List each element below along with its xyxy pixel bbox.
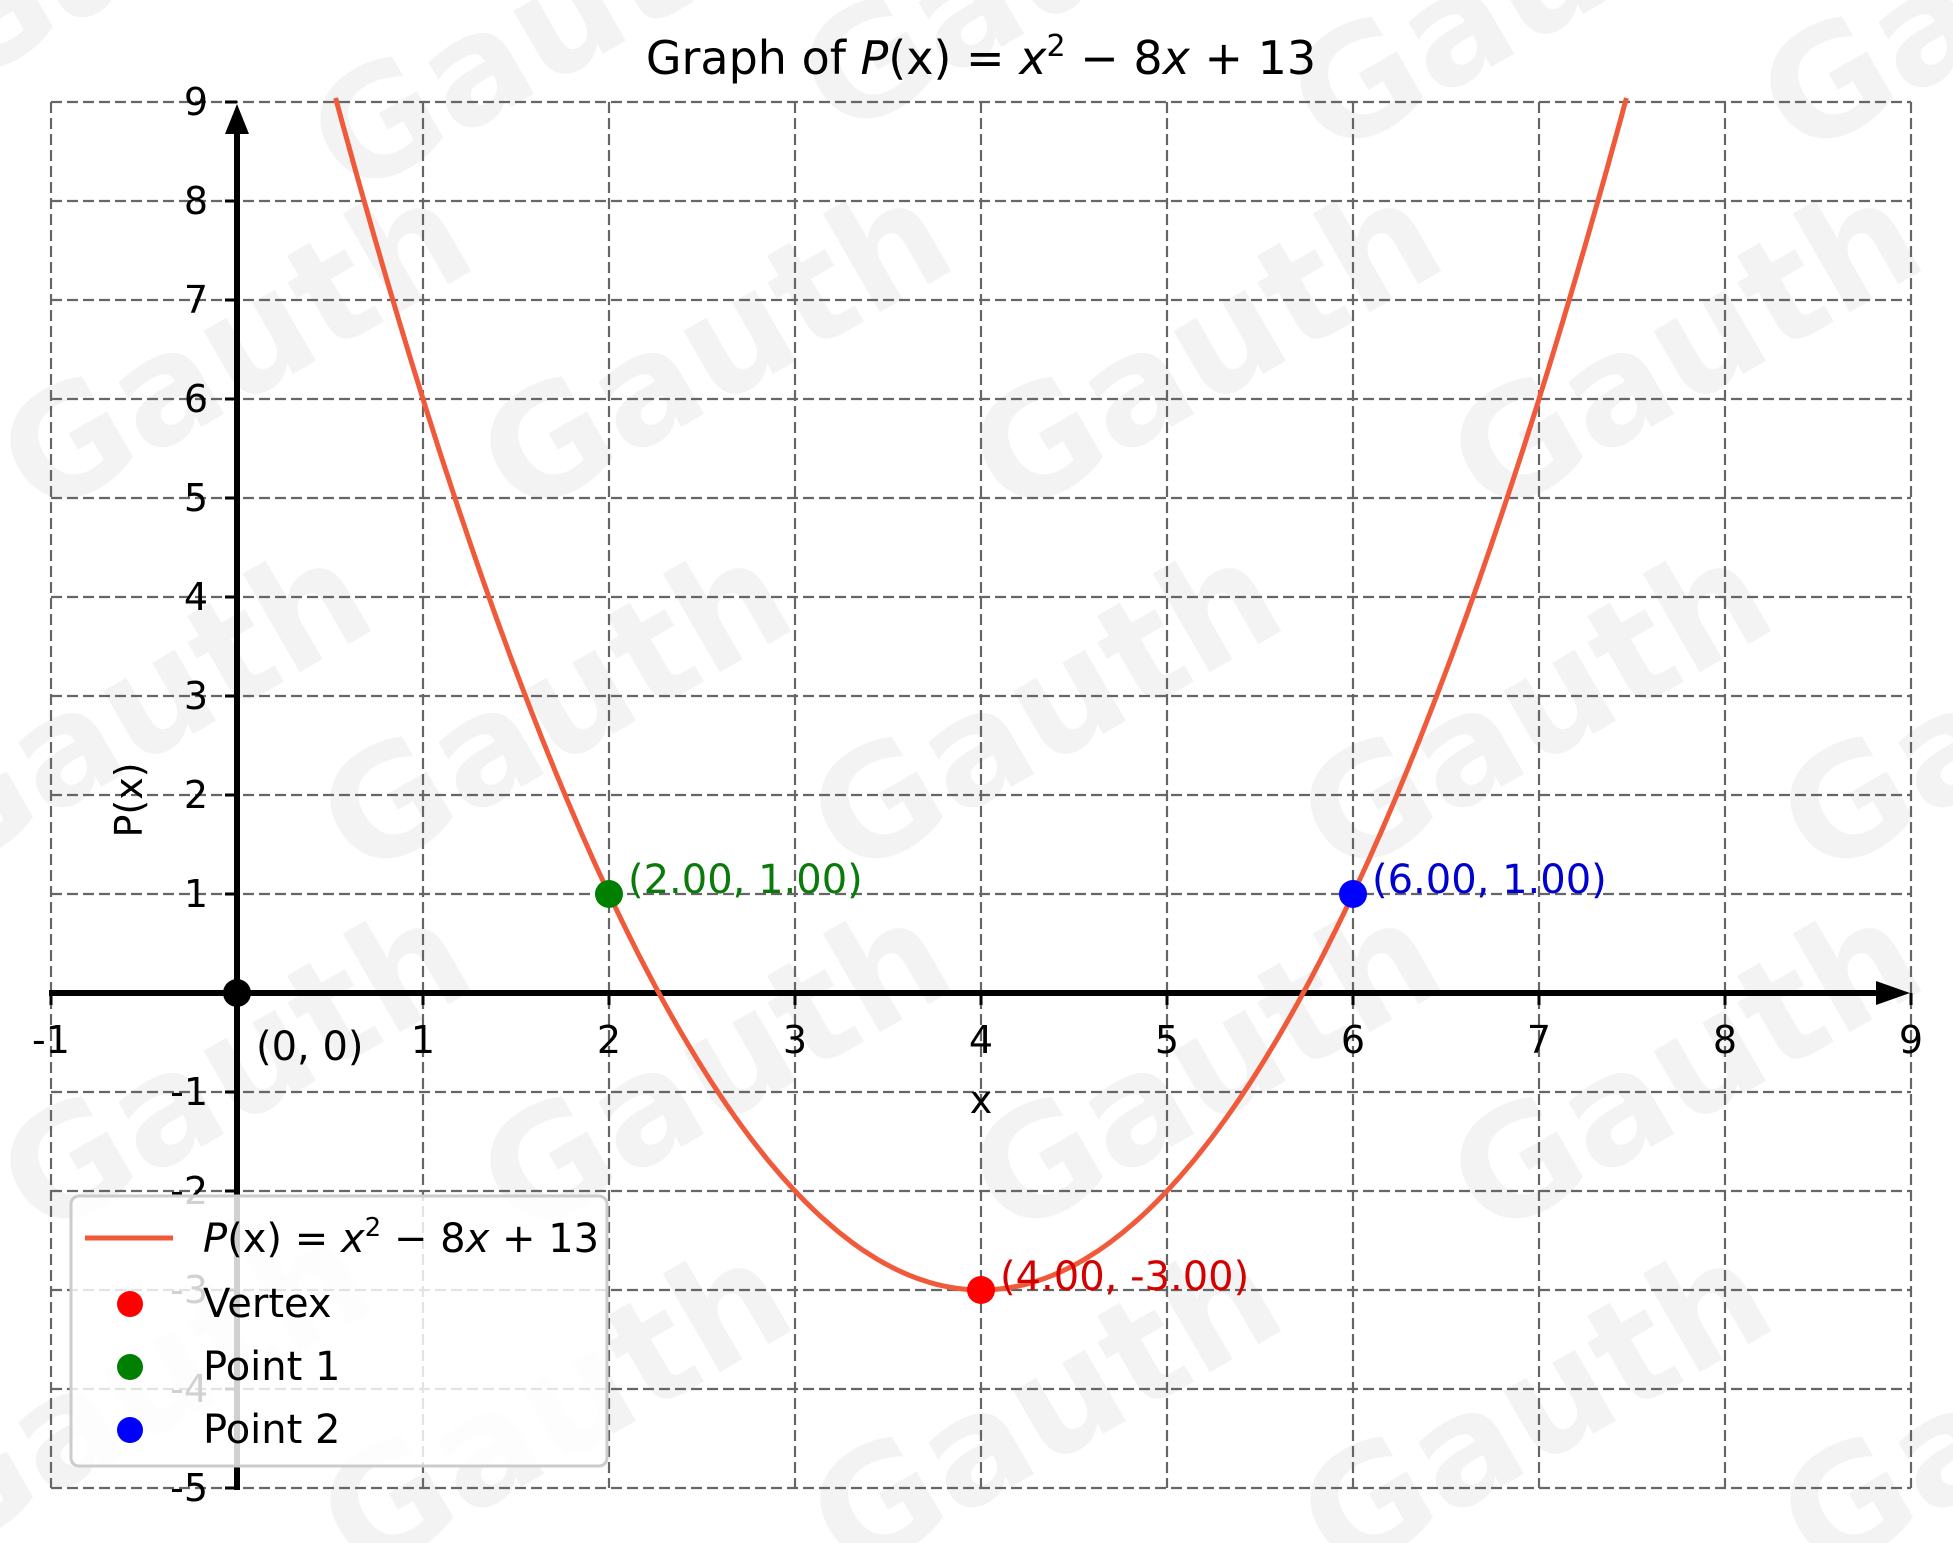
svg-text:Gauth: Gauth: [451, 146, 979, 552]
grid: [49, 100, 1913, 1490]
svg-text:2: 2: [597, 1018, 621, 1062]
point2-marker: [1339, 880, 1367, 908]
svg-text:Gauth: Gauth: [0, 146, 499, 552]
svg-text:Gauth: Gauth: [941, 146, 1469, 552]
svg-text:-1: -1: [170, 1070, 208, 1114]
point1-marker: [595, 880, 623, 908]
svg-text:9: 9: [184, 80, 208, 124]
svg-text:3: 3: [783, 1018, 807, 1062]
legend-point1-dot-icon: [117, 1354, 143, 1380]
svg-text:Gauth: Gauth: [1271, 1206, 1799, 1543]
legend-label-curve: P(x) = x2 − 8x + 13: [203, 1213, 599, 1262]
vertex-marker: [967, 1276, 995, 1304]
svg-text:-1: -1: [32, 1018, 70, 1062]
svg-text:-5: -5: [170, 1466, 208, 1510]
svg-text:4: 4: [969, 1018, 993, 1062]
svg-text:6: 6: [1341, 1018, 1365, 1062]
svg-text:1: 1: [411, 1018, 435, 1062]
point1-label: (2.00, 1.00): [628, 857, 863, 903]
svg-text:Gauth: Gauth: [1751, 1206, 1953, 1543]
x-ticks: [49, 993, 1913, 1005]
svg-text:Gauth: Gauth: [1271, 506, 1799, 912]
svg-text:5: 5: [1155, 1018, 1179, 1062]
legend-label-point2: Point 2: [203, 1407, 340, 1453]
legend-vertex-dot-icon: [117, 1291, 143, 1317]
svg-text:8: 8: [1713, 1018, 1737, 1062]
y-axis-arrow-icon: [225, 104, 249, 134]
y-ticks: [225, 100, 237, 1490]
legend-box: [69, 1194, 609, 1468]
legend-point2-dot-icon: [117, 1417, 143, 1443]
svg-text:7: 7: [1527, 1018, 1551, 1062]
vertex-label: (4.00, -3.00): [1000, 1254, 1249, 1300]
origin-marker: [223, 979, 251, 1007]
x-axis-label: x: [970, 1078, 993, 1122]
svg-text:Gauth: Gauth: [941, 866, 1469, 1272]
svg-text:Gauth: Gauth: [1421, 146, 1949, 552]
svg-text:2: 2: [184, 773, 208, 817]
svg-text:3: 3: [184, 674, 208, 718]
svg-text:1: 1: [184, 872, 208, 916]
svg-text:5: 5: [184, 476, 208, 520]
svg-text:7: 7: [184, 278, 208, 322]
legend-label-point1: Point 1: [203, 1344, 340, 1390]
svg-text:Gauth: Gauth: [781, 506, 1309, 912]
svg-text:Gauth: Gauth: [1421, 866, 1949, 1272]
svg-text:Gauth: Gauth: [1261, 0, 1789, 191]
x-tick-labels: -1 1 2 3 4 5 6 7 8 9: [32, 1018, 1923, 1062]
chart-title: Graph of P(x) = x2 − 8x + 13: [646, 29, 1316, 85]
svg-text:4: 4: [184, 575, 208, 619]
point2-label: (6.00, 1.00): [1372, 857, 1607, 903]
svg-text:Gauth: Gauth: [771, 0, 1299, 171]
x-axis-arrow-icon: [1876, 981, 1910, 1005]
svg-text:Gauth: Gauth: [291, 506, 819, 912]
svg-text:6: 6: [184, 377, 208, 421]
origin-label: (0, 0): [256, 1024, 364, 1070]
svg-text:9: 9: [1899, 1018, 1923, 1062]
svg-text:Gauth: Gauth: [1751, 506, 1953, 912]
legend-label-vertex: Vertex: [203, 1281, 332, 1327]
svg-text:8: 8: [184, 179, 208, 223]
y-axis-label: P(x): [107, 762, 151, 837]
legend: P(x) = x2 − 8x + 13 Vertex Point 1 Point…: [69, 1194, 609, 1468]
